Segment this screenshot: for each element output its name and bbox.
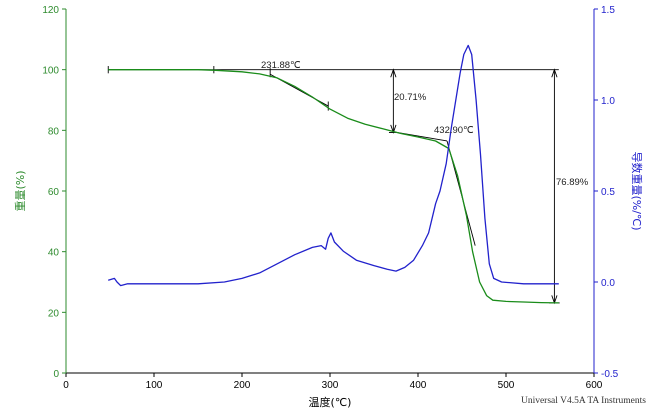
x-tick-label: 500 xyxy=(498,380,515,391)
y-right-tick-label: 0.0 xyxy=(601,278,615,289)
x-tick-label: 0 xyxy=(63,380,69,391)
analysis-construction-lines xyxy=(107,66,560,305)
y-left-tick-label: 80 xyxy=(48,126,60,137)
y-right-tick-label: -0.5 xyxy=(601,369,619,380)
weight-curve xyxy=(108,69,559,304)
annotation-second-onset-temp: 432.90℃ xyxy=(434,125,474,136)
instrument-footer: Universal V4.5A TA Instruments xyxy=(521,396,646,406)
y-right-tick-label: 1.5 xyxy=(601,5,615,16)
x-tick-label: 400 xyxy=(410,380,427,391)
y-right-tick-group: -0.5 0.0 0.5 1.0 1.5 xyxy=(594,5,619,380)
y-right-tick-label: 0.5 xyxy=(601,187,615,198)
annotation-onset-temp: 231.88℃ xyxy=(261,60,301,71)
annotation-first-loss: 20.71% xyxy=(394,92,427,103)
x-tick-group: 0 100 200 300 400 500 600 xyxy=(63,373,603,391)
y-left-tick-label: 120 xyxy=(42,5,59,16)
x-tick-label: 300 xyxy=(322,380,339,391)
y-left-tick-label: 60 xyxy=(48,187,60,198)
y-left-axis-title: 重量(%) xyxy=(13,170,27,211)
arrow-head xyxy=(551,68,558,78)
series-layer xyxy=(108,44,559,304)
derivative-weight-curve xyxy=(108,44,559,287)
arrow-head xyxy=(390,68,397,78)
x-tick-label: 200 xyxy=(234,380,251,391)
annotation-total-loss: 76.89% xyxy=(556,177,589,188)
x-tick-label: 100 xyxy=(146,380,163,391)
y-left-tick-label: 0 xyxy=(53,369,59,380)
y-left-tick-label: 40 xyxy=(48,248,60,259)
y-right-tick-label: 1.0 xyxy=(601,96,615,107)
y-right-axis-title: 导数重量(%/℃) xyxy=(630,151,644,230)
y-left-tick-label: 100 xyxy=(42,66,59,77)
x-axis-title: 温度(℃) xyxy=(309,395,352,409)
y-left-tick-group: 0 20 40 60 80 100 120 xyxy=(42,5,66,380)
x-tick-label: 600 xyxy=(586,380,603,391)
y-left-tick-label: 20 xyxy=(48,308,60,319)
